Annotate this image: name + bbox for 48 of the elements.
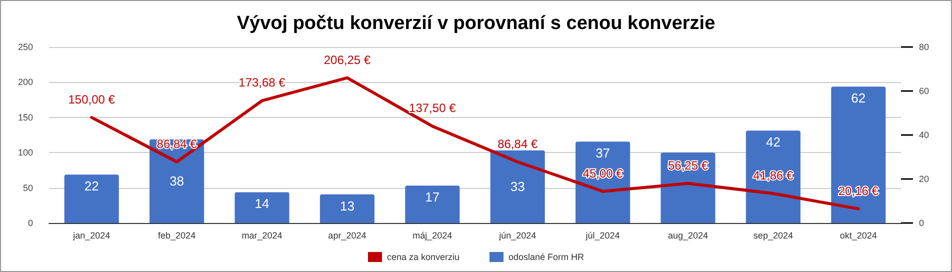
y2-tick-label: 40 bbox=[919, 130, 930, 140]
bar bbox=[405, 186, 460, 223]
data-label: 173,68 € bbox=[238, 76, 286, 90]
x-tick-label: júl_2024 bbox=[584, 230, 620, 240]
x-tick-label: jan_2024 bbox=[72, 230, 110, 240]
x-tick-label: jún_2024 bbox=[498, 230, 536, 240]
legend-label: odoslané Form HR bbox=[508, 252, 585, 262]
bar bbox=[320, 194, 374, 223]
y-tick-label: 100 bbox=[18, 148, 33, 158]
x-tick-label: okt_2024 bbox=[840, 230, 877, 240]
x-tick-label: aug_2024 bbox=[668, 230, 708, 240]
x-tick-label: máj_2024 bbox=[412, 230, 452, 240]
bar bbox=[234, 192, 290, 223]
y-tick-label: 250 bbox=[18, 42, 33, 52]
data-label: 17 bbox=[425, 190, 440, 205]
legend-label: cena za konverziu bbox=[386, 252, 460, 262]
x-tick-label: feb_2024 bbox=[158, 230, 196, 240]
data-label: 41,86 € bbox=[753, 168, 794, 183]
data-label: 13 bbox=[340, 198, 354, 214]
y2-tick-label: 80 bbox=[919, 42, 930, 52]
data-label: 38 bbox=[170, 174, 184, 189]
x-tick-label: sep_2024 bbox=[753, 230, 793, 240]
x-tick-label: apr_2024 bbox=[328, 230, 366, 240]
data-label: 137,50 € bbox=[409, 101, 456, 116]
data-label: 62 bbox=[851, 90, 866, 106]
chart-title: Vývoj počtu konverzií v porovnaní s cenou konverzie bbox=[236, 13, 716, 34]
data-label: 45,00 € bbox=[582, 166, 624, 180]
bar bbox=[64, 174, 119, 223]
y-tick-label: 0 bbox=[28, 218, 33, 228]
data-label: 37 bbox=[596, 146, 610, 161]
data-label: 56,25 € bbox=[668, 158, 708, 172]
data-label: 14 bbox=[254, 196, 270, 212]
data-label: 206,25 € bbox=[324, 52, 371, 67]
data-label: 20,16 € bbox=[838, 184, 879, 198]
data-label: 86,84 € bbox=[498, 136, 538, 151]
data-label: 33 bbox=[510, 179, 525, 194]
bar bbox=[490, 150, 545, 223]
y2-tick-label: 20 bbox=[919, 174, 930, 184]
data-label: 22 bbox=[84, 178, 99, 194]
data-label: 150,00 € bbox=[68, 92, 116, 106]
y-tick-label: 50 bbox=[22, 182, 33, 193]
data-label: 42 bbox=[766, 134, 780, 150]
y-tick-label: 200 bbox=[18, 77, 33, 88]
y2-tick-label: 60 bbox=[919, 86, 930, 96]
y-tick-label: 150 bbox=[18, 112, 33, 122]
bar bbox=[831, 86, 886, 223]
y2-tick-label: 0 bbox=[919, 218, 924, 228]
x-tick-label: mar_2024 bbox=[242, 230, 282, 240]
